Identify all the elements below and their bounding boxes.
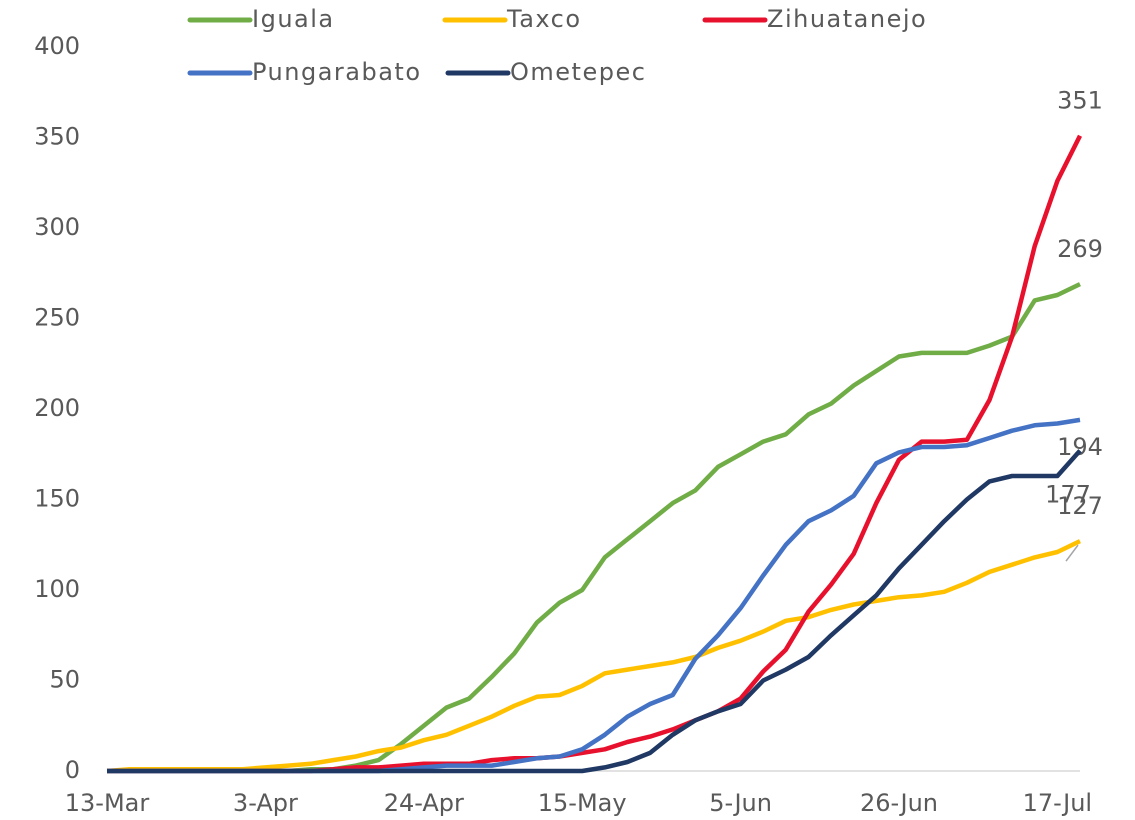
y-tick-label: 350 [34,123,80,151]
y-tick-label: 300 [34,213,80,241]
end-label: 194 [1057,433,1103,461]
x-tick-label: 17-Jul [1023,789,1093,817]
y-tick-label: 50 [49,666,80,694]
x-tick-label: 24-Apr [384,789,464,817]
series-line [107,449,1082,774]
leader-line [1065,544,1079,562]
end-label: 127 [1057,492,1103,520]
x-tick-label: 26-Jun [860,789,938,817]
y-tick-label: 250 [34,304,80,332]
x-tick-label: 3-Apr [233,789,298,817]
y-tick-label: 400 [34,32,80,60]
series-line [107,282,1081,774]
x-tick-label: 13-Mar [65,789,150,817]
legend-label: Taxco [506,5,582,33]
y-tick-label: 150 [34,485,80,513]
x-tick-label: 15-May [538,789,627,817]
legend-label: Zihuatanejo [767,5,927,33]
series-line [107,134,1083,774]
series-line [106,539,1081,774]
legend-label: Pungarabato [252,58,422,86]
y-tick-label: 0 [65,756,80,784]
legend-label: Iguala [252,5,335,33]
end-label: 351 [1057,87,1103,115]
legend-label: Ometepec [510,58,646,86]
end-label: 269 [1057,235,1103,263]
y-tick-label: 200 [34,394,80,422]
x-tick-label: 5-Jun [709,789,772,817]
end-label: 177 [1045,481,1091,509]
y-tick-label: 100 [34,575,80,603]
